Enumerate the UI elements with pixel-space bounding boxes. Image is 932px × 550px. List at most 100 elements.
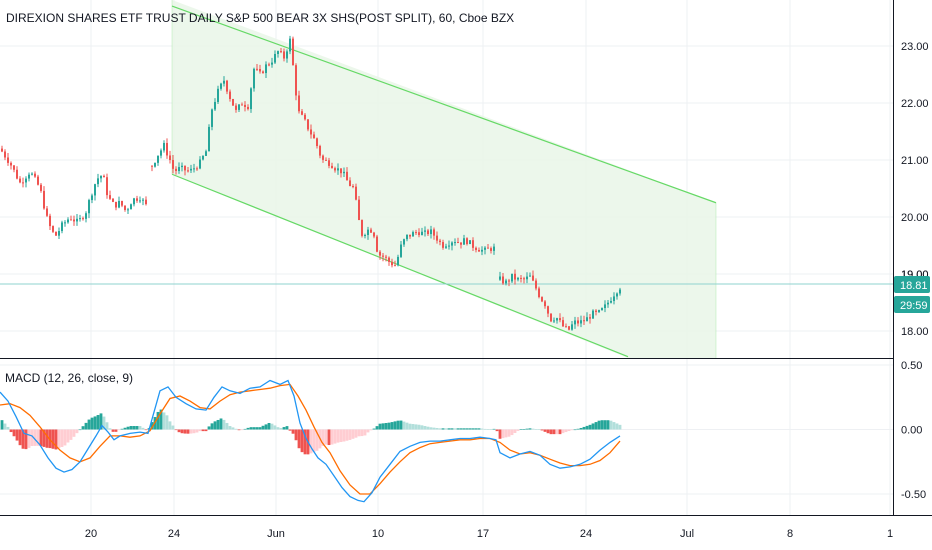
candle[interactable] [337, 163, 339, 175]
candle[interactable] [70, 215, 72, 221]
candle[interactable] [349, 177, 351, 187]
candle[interactable] [331, 162, 333, 169]
candle[interactable] [526, 272, 528, 284]
candle[interactable] [580, 315, 582, 328]
candle[interactable] [298, 90, 300, 114]
candle[interactable] [406, 234, 408, 242]
candle[interactable] [91, 193, 93, 204]
candle[interactable] [271, 57, 273, 68]
candle[interactable] [403, 238, 405, 247]
candle[interactable] [280, 47, 282, 54]
macd-line[interactable] [0, 379, 621, 503]
candle[interactable] [370, 227, 372, 234]
candle[interactable] [610, 297, 612, 304]
candle[interactable] [160, 148, 162, 159]
candle[interactable] [286, 49, 288, 63]
candle[interactable] [514, 269, 516, 285]
candle[interactable] [202, 155, 204, 161]
candle[interactable] [205, 149, 207, 157]
candle[interactable] [559, 313, 561, 323]
candle[interactable] [217, 85, 219, 105]
candle[interactable] [61, 220, 63, 234]
candle[interactable] [157, 155, 159, 166]
candle[interactable] [565, 323, 567, 328]
macd-axis[interactable]: 0.50 0.00 -0.50 [901, 360, 926, 501]
candle[interactable] [508, 278, 510, 287]
candle[interactable] [37, 174, 39, 186]
candle[interactable] [103, 174, 105, 178]
candle[interactable] [142, 197, 144, 206]
candle[interactable] [541, 296, 543, 303]
candle[interactable] [373, 231, 375, 239]
candle[interactable] [358, 196, 360, 221]
candle[interactable] [301, 108, 303, 116]
candle[interactable] [520, 275, 522, 283]
candle[interactable] [115, 201, 117, 211]
candle[interactable] [67, 217, 69, 224]
candle[interactable] [292, 36, 294, 66]
candle[interactable] [133, 197, 135, 207]
candle[interactable] [589, 313, 591, 324]
candle[interactable] [568, 325, 570, 331]
candle[interactable] [484, 246, 486, 255]
candle[interactable] [97, 173, 99, 188]
candle[interactable] [100, 175, 102, 183]
candle[interactable] [25, 176, 27, 188]
macd-indicator-label[interactable]: MACD (12, 26, close, 9) [5, 371, 133, 385]
candlestick-series[interactable] [1, 35, 621, 331]
candle[interactable] [586, 312, 588, 322]
candle[interactable] [88, 198, 90, 219]
candle[interactable] [262, 70, 264, 74]
candle[interactable] [28, 172, 30, 182]
macd-signal-line[interactable] [0, 383, 621, 495]
candle[interactable] [556, 317, 558, 324]
candle[interactable] [457, 237, 459, 244]
candle[interactable] [385, 254, 387, 262]
candle[interactable] [169, 150, 171, 164]
candle[interactable] [118, 196, 120, 209]
candle[interactable] [604, 300, 606, 313]
candle[interactable] [19, 176, 21, 184]
candle[interactable] [532, 270, 534, 282]
candle[interactable] [247, 104, 249, 111]
candle[interactable] [469, 240, 471, 245]
candle[interactable] [151, 165, 153, 172]
candle[interactable] [607, 299, 609, 308]
candle[interactable] [64, 220, 66, 227]
candle[interactable] [163, 140, 165, 153]
candle[interactable] [184, 165, 186, 176]
candle[interactable] [346, 167, 348, 181]
candle[interactable] [250, 87, 252, 113]
candle[interactable] [487, 244, 489, 249]
candle[interactable] [175, 166, 177, 175]
candle[interactable] [307, 119, 309, 132]
candle[interactable] [454, 238, 456, 246]
candle[interactable] [214, 98, 216, 112]
candle[interactable] [595, 309, 597, 316]
candle[interactable] [190, 164, 192, 174]
candle[interactable] [79, 214, 81, 222]
candle[interactable] [196, 166, 198, 171]
candle[interactable] [304, 112, 306, 121]
candle[interactable] [475, 246, 477, 253]
candle[interactable] [499, 271, 501, 281]
candle[interactable] [7, 152, 9, 166]
candle[interactable] [448, 240, 450, 250]
candle[interactable] [49, 213, 51, 230]
candle[interactable] [511, 273, 513, 284]
candle[interactable] [268, 62, 270, 67]
candle[interactable] [478, 247, 480, 252]
regression-channel-upper-line[interactable] [171, 5, 717, 204]
candle[interactable] [154, 162, 156, 168]
candle[interactable] [394, 260, 396, 267]
candle[interactable] [259, 64, 261, 74]
candle[interactable] [277, 50, 279, 58]
candle[interactable] [253, 67, 255, 92]
candle[interactable] [364, 233, 366, 239]
candle[interactable] [4, 149, 6, 161]
regression-channel-lower-line[interactable] [171, 173, 629, 358]
candle[interactable] [397, 254, 399, 267]
candle[interactable] [412, 230, 414, 237]
candle[interactable] [289, 35, 291, 55]
candle[interactable] [436, 231, 438, 244]
